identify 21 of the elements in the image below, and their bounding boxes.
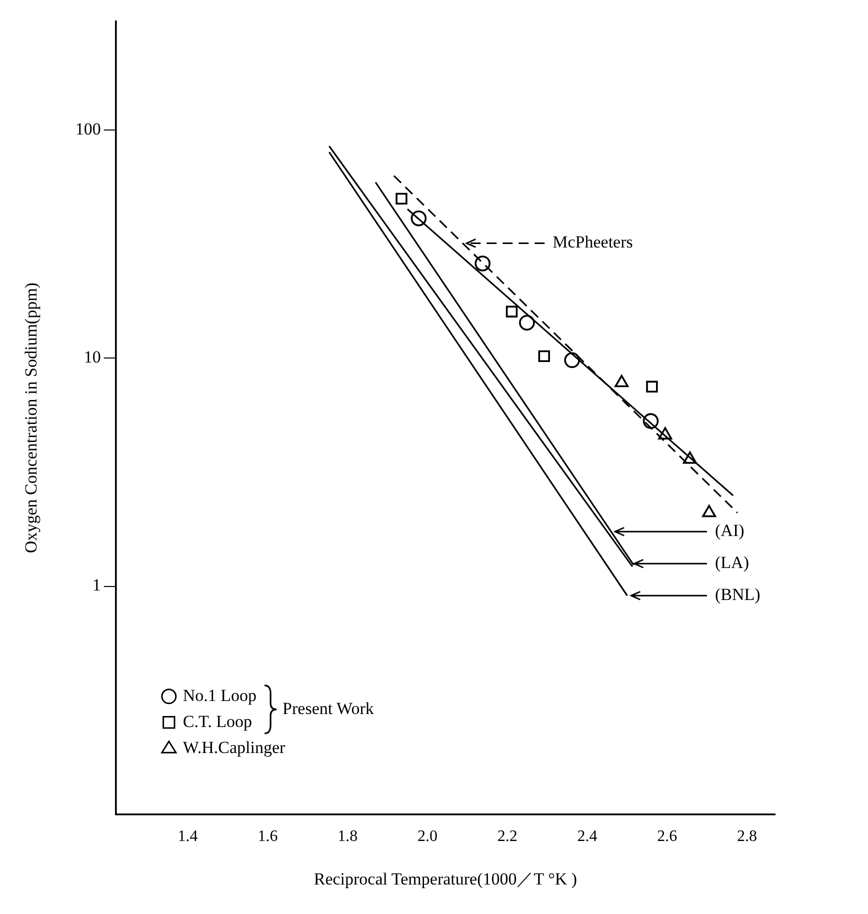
legend-label: No.1 Loop (182, 686, 257, 705)
x-tick-label: 2.0 (417, 828, 438, 846)
x-tick-label: 1.8 (338, 828, 358, 846)
legend-label: C.T. Loop (182, 712, 252, 731)
text: (AI) (715, 521, 744, 540)
x-tick-label: 2.2 (497, 828, 518, 846)
y-axis-title: Oxygen Concentration in Sodium(ppm) (22, 282, 41, 554)
y-tick-label: 100 (75, 120, 101, 139)
x-tick-label: 2.4 (577, 828, 598, 846)
legend-label: (LA) (715, 553, 749, 572)
legend-label: W.H.Caplinger (182, 738, 286, 757)
y-tick-label: 1 (92, 576, 101, 595)
x-tick-label: 1.6 (258, 828, 278, 846)
y-tick-label: 10 (84, 348, 101, 367)
x-tick-label: 2.8 (737, 828, 758, 846)
legend-label: (BNL) (715, 585, 760, 604)
x-tick-label: 2.6 (657, 828, 678, 846)
x-tick-label: 1.4 (178, 828, 198, 846)
x-axis-title: Reciprocal Temperature(1000／T °K ) (314, 869, 578, 888)
annotation: Present Work (282, 698, 374, 718)
legend-label: McPheeters (552, 232, 633, 252)
